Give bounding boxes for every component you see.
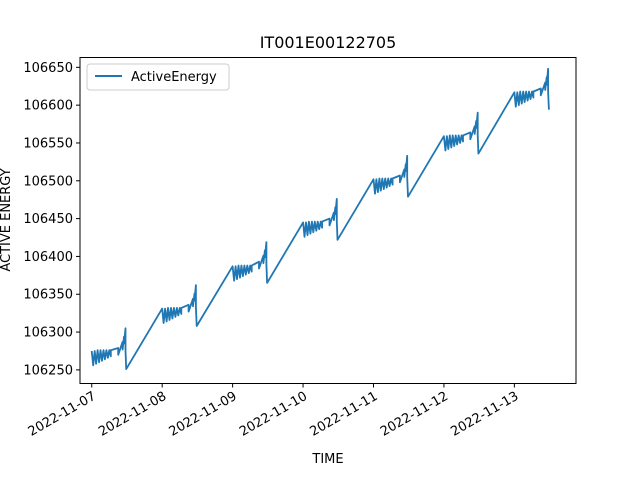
y-tick-label-6: 106550 bbox=[23, 136, 73, 151]
x-tick-label-4: 2022-11-11 bbox=[308, 389, 381, 440]
x-tick-label-0: 2022-11-07 bbox=[26, 389, 99, 440]
y-axis: 106250 106300 106350 106400 106450 106500 1065… bbox=[23, 61, 80, 378]
plot-area bbox=[90, 67, 550, 370]
y-tick-label-8: 106650 bbox=[23, 61, 73, 76]
axes-frame bbox=[79, 57, 577, 384]
x-tick-label-2: 2022-11-09 bbox=[167, 389, 240, 440]
y-tick-label-7: 106600 bbox=[23, 99, 73, 114]
y-tick-label-3: 106400 bbox=[23, 250, 73, 265]
legend-box bbox=[86, 63, 230, 91]
y-tick-label-4: 106450 bbox=[23, 212, 73, 227]
y-tick-label-1: 106300 bbox=[23, 326, 73, 341]
y-tick-label-5: 106500 bbox=[23, 174, 73, 189]
y-axis-title: ACTIVE ENERGY bbox=[0, 168, 14, 271]
legend-label: ActiveEnergy bbox=[131, 70, 217, 85]
x-tick-label-5: 2022-11-12 bbox=[378, 389, 451, 440]
x-tick-label-1: 2022-11-08 bbox=[96, 389, 169, 440]
x-axis: 2022-11-072022-11-082022-11-092022-11-10… bbox=[26, 383, 521, 440]
y-tick-label-0: 106250 bbox=[23, 363, 73, 378]
legend: ActiveEnergy bbox=[86, 63, 230, 91]
x-tick-label-6: 2022-11-13 bbox=[448, 389, 521, 440]
series-line-0 bbox=[90, 67, 550, 370]
y-tick-label-2: 106350 bbox=[23, 288, 73, 303]
x-axis-title: TIME bbox=[311, 452, 343, 467]
chart-title: IT001E00122705 bbox=[260, 33, 397, 52]
x-tick-label-3: 2022-11-10 bbox=[237, 389, 310, 440]
